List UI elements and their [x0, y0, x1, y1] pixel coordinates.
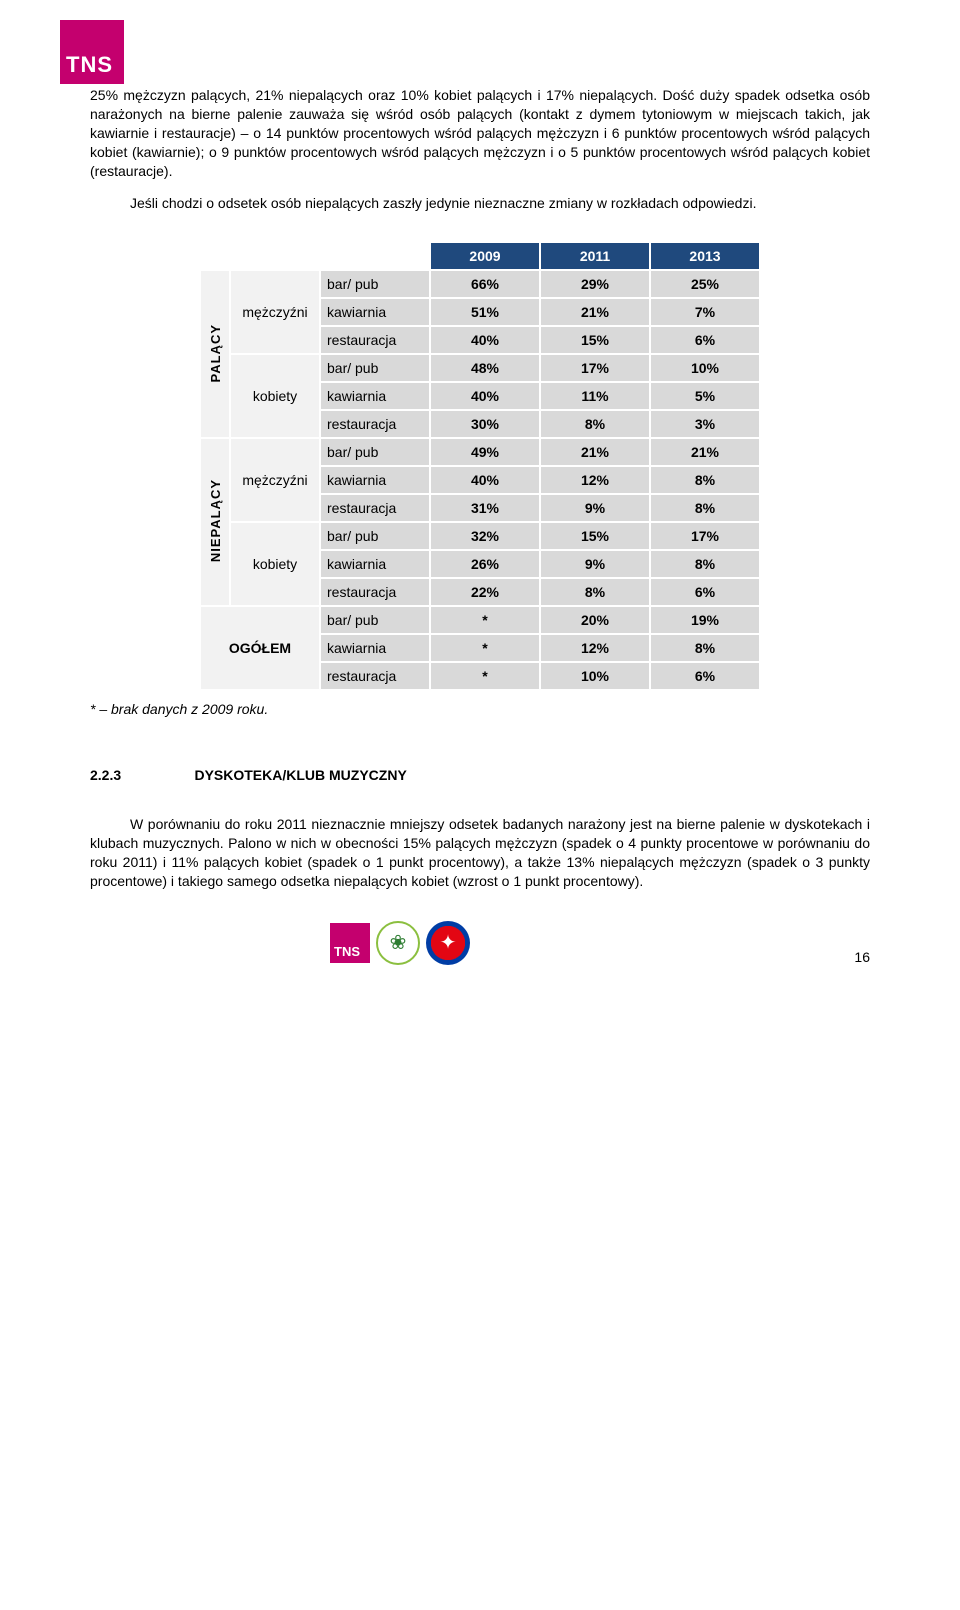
paragraph-3: W porównaniu do roku 2011 nieznacznie mn…	[90, 815, 870, 891]
venue-kawiarnia: kawiarnia	[320, 634, 430, 662]
venue-kawiarnia: kawiarnia	[320, 298, 430, 326]
cell: 40%	[430, 466, 540, 494]
cell: 32%	[430, 522, 540, 550]
cell: 22%	[430, 578, 540, 606]
cell: 8%	[650, 550, 760, 578]
side-label-palacy: PALĄCY	[200, 270, 230, 438]
green-badge-icon: ❀	[376, 921, 420, 965]
group-men: mężczyźni	[230, 438, 320, 522]
venue-restauracja: restauracja	[320, 410, 430, 438]
venue-kawiarnia: kawiarnia	[320, 466, 430, 494]
cell: 30%	[430, 410, 540, 438]
cell: 25%	[650, 270, 760, 298]
cell: *	[430, 606, 540, 634]
cell: 8%	[650, 466, 760, 494]
cell: 8%	[540, 410, 650, 438]
cell: 8%	[540, 578, 650, 606]
venue-restauracja: restauracja	[320, 662, 430, 690]
venue-bar: bar/ pub	[320, 270, 430, 298]
cell: 31%	[430, 494, 540, 522]
venue-bar: bar/ pub	[320, 606, 430, 634]
table-row: kobiety bar/ pub 32% 15% 17%	[200, 522, 760, 550]
venue-restauracja: restauracja	[320, 578, 430, 606]
venue-bar: bar/ pub	[320, 354, 430, 382]
table-footnote: * – brak danych z 2009 roku.	[90, 701, 870, 717]
cell: 40%	[430, 326, 540, 354]
section-heading: 2.2.3 DYSKOTEKA/KLUB MUZYCZNY	[90, 767, 870, 785]
cell: 29%	[540, 270, 650, 298]
cell: 10%	[650, 354, 760, 382]
cell: 8%	[650, 494, 760, 522]
venue-restauracja: restauracja	[320, 326, 430, 354]
cell: 17%	[540, 354, 650, 382]
table-row: kobiety bar/ pub 48% 17% 10%	[200, 354, 760, 382]
cell: 6%	[650, 578, 760, 606]
group-men: mężczyźni	[230, 270, 320, 354]
red-badge-icon: ✦	[426, 921, 470, 965]
table-row: PALĄCY mężczyźni bar/ pub 66% 29% 25%	[200, 270, 760, 298]
section-number: 2.2.3	[90, 767, 190, 783]
venue-bar: bar/ pub	[320, 522, 430, 550]
cell: 11%	[540, 382, 650, 410]
cell: *	[430, 634, 540, 662]
cell: 10%	[540, 662, 650, 690]
paragraph-1: 25% mężczyzn palących, 21% niepalących o…	[90, 86, 870, 180]
venue-kawiarnia: kawiarnia	[320, 550, 430, 578]
data-table: 2009 2011 2013 PALĄCY mężczyźni bar/ pub…	[199, 241, 761, 691]
venue-kawiarnia: kawiarnia	[320, 382, 430, 410]
cell: 48%	[430, 354, 540, 382]
cell: 20%	[540, 606, 650, 634]
cell: 12%	[540, 466, 650, 494]
cell: 9%	[540, 494, 650, 522]
cell: 17%	[650, 522, 760, 550]
cell: 8%	[650, 634, 760, 662]
cell: 21%	[650, 438, 760, 466]
page-footer: TNS ❀ ✦ 16	[90, 921, 870, 965]
footer-logos: TNS ❀ ✦	[330, 921, 470, 965]
cell: 26%	[430, 550, 540, 578]
cell: 21%	[540, 438, 650, 466]
cell: *	[430, 662, 540, 690]
cell: 40%	[430, 382, 540, 410]
tns-logo: TNS	[60, 20, 124, 84]
cell: 19%	[650, 606, 760, 634]
cell: 15%	[540, 326, 650, 354]
group-total: OGÓŁEM	[200, 606, 320, 690]
year-col-1: 2011	[540, 242, 650, 270]
cell: 6%	[650, 326, 760, 354]
group-women: kobiety	[230, 522, 320, 606]
cell: 49%	[430, 438, 540, 466]
side-label-niepalacy: NIEPALĄCY	[200, 438, 230, 606]
year-col-0: 2009	[430, 242, 540, 270]
paragraph-2: Jeśli chodzi o odsetek osób niepalących …	[90, 194, 870, 213]
table-header-row: 2009 2011 2013	[200, 242, 760, 270]
cell: 3%	[650, 410, 760, 438]
table-row: OGÓŁEM bar/ pub * 20% 19%	[200, 606, 760, 634]
venue-restauracja: restauracja	[320, 494, 430, 522]
section-title: DYSKOTEKA/KLUB MUZYCZNY	[194, 767, 406, 783]
cell: 12%	[540, 634, 650, 662]
group-women: kobiety	[230, 354, 320, 438]
table-row: NIEPALĄCY mężczyźni bar/ pub 49% 21% 21%	[200, 438, 760, 466]
cell: 6%	[650, 662, 760, 690]
cell: 51%	[430, 298, 540, 326]
tns-logo-small: TNS	[330, 923, 370, 963]
cell: 7%	[650, 298, 760, 326]
page-number: 16	[854, 949, 870, 965]
year-col-2: 2013	[650, 242, 760, 270]
venue-bar: bar/ pub	[320, 438, 430, 466]
cell: 66%	[430, 270, 540, 298]
cell: 21%	[540, 298, 650, 326]
cell: 5%	[650, 382, 760, 410]
cell: 9%	[540, 550, 650, 578]
cell: 15%	[540, 522, 650, 550]
